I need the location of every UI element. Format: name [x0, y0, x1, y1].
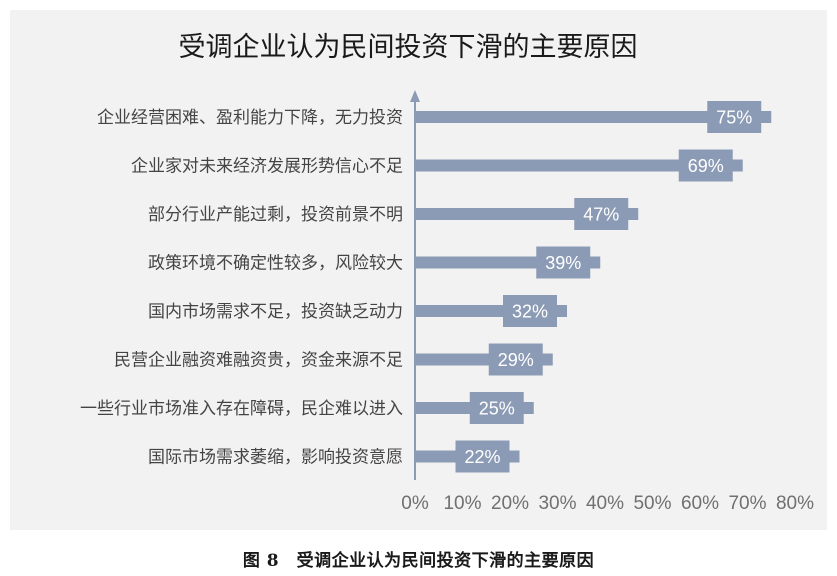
category-label: 国内市场需求不足，投资缺乏动力 [148, 302, 403, 322]
category-label: 民营企业融资难融资贵，资金来源不足 [114, 351, 403, 371]
x-tick-label: 70% [728, 493, 766, 514]
x-tick-label: 60% [681, 493, 719, 514]
category-label: 一些行业市场准入存在障碍，民企难以进入 [80, 399, 403, 419]
value-label-box [536, 246, 591, 279]
axis-layer: 0% 10% 20% 30% 40% 50% 60% 70% 80% [401, 90, 814, 514]
value-label: 47% [583, 205, 619, 225]
value-label: 29% [498, 350, 534, 370]
labels-layer: 企业经营困难、盈利能力下降，无力投资 75% 企业家对未来经济发展形势信心不足 69%… [80, 108, 752, 468]
value-label-box [574, 198, 629, 230]
bar-chart: 受调企业认为民间投资下滑的主要原因 0% 10% 20% 30% 40% 50% 60% 70… [80, 32, 814, 514]
value-label: 32% [512, 302, 548, 322]
value-label-box [488, 343, 543, 376]
x-tick-label: 50% [633, 493, 671, 514]
value-label: 39% [545, 253, 581, 273]
x-tick-label: 20% [491, 493, 529, 514]
x-tick-label: 30% [538, 493, 576, 514]
value-label-box [469, 392, 524, 424]
value-label-box [503, 295, 557, 327]
chart-panel: 受调企业认为民间投资下滑的主要原因 0% 10% 20% 30% 40% 50% 60% 70… [10, 10, 827, 530]
category-label: 部分行业产能过剩，投资前景不明 [148, 205, 403, 225]
x-tick-label: 10% [443, 493, 481, 514]
bar [416, 111, 772, 123]
chart-title: 受调企业认为民间投资下滑的主要原因 [179, 32, 638, 63]
y-axis-arrow [410, 90, 420, 102]
value-label: 69% [688, 156, 724, 176]
category-label: 企业经营困难、盈利能力下降，无力投资 [97, 108, 403, 128]
category-label: 政策环境不确定性较多，风险较大 [148, 254, 403, 274]
value-label-box [678, 149, 733, 182]
category-label: 国际市场需求萎缩，影响投资意愿 [148, 448, 403, 468]
value-label: 75% [716, 108, 752, 128]
bars-layer [416, 101, 772, 473]
value-label-box [455, 440, 510, 473]
value-label: 22% [464, 447, 500, 467]
x-tick-label: 0% [401, 493, 429, 514]
x-tick-label: 80% [776, 493, 814, 514]
bar [416, 159, 743, 172]
category-label: 企业家对未来经济发展形势信心不足 [131, 157, 403, 177]
figure-caption: 图 8 受调企业认为民间投资下滑的主要原因 [242, 551, 595, 571]
value-label-box [707, 101, 762, 133]
value-label: 25% [479, 399, 515, 419]
x-tick-label: 40% [586, 493, 624, 514]
